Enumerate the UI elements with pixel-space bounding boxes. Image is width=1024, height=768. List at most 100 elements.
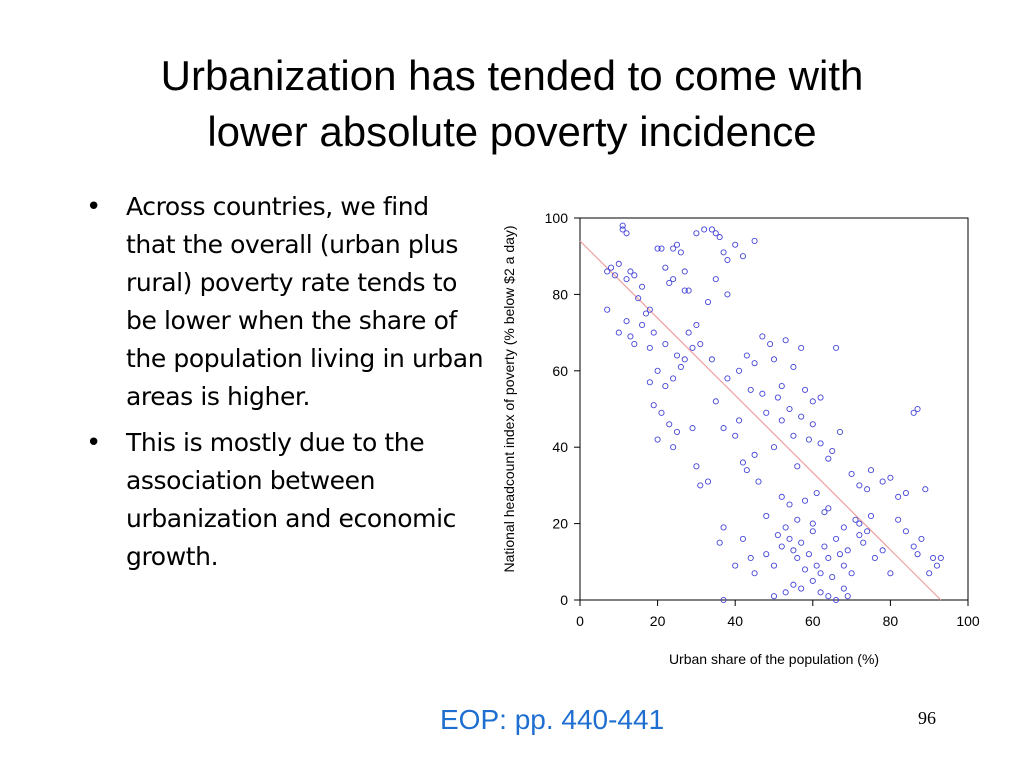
data-point bbox=[712, 398, 719, 405]
data-point bbox=[662, 383, 669, 390]
data-point bbox=[724, 291, 731, 298]
data-point bbox=[712, 230, 719, 237]
data-point bbox=[708, 356, 715, 363]
data-point bbox=[751, 360, 758, 367]
x-tick-label: 40 bbox=[727, 613, 743, 629]
source-reference-link[interactable]: EOP: pp. 440-441 bbox=[440, 704, 665, 735]
data-point bbox=[654, 245, 661, 252]
data-point bbox=[662, 341, 669, 348]
y-tick-label: 80 bbox=[552, 286, 568, 302]
data-point bbox=[751, 570, 758, 577]
data-point bbox=[809, 421, 816, 428]
data-point bbox=[782, 524, 789, 531]
data-point bbox=[681, 287, 688, 294]
data-point bbox=[794, 516, 801, 523]
data-point bbox=[933, 562, 941, 569]
y-tick-label: 40 bbox=[552, 439, 568, 455]
slide-title: Urbanization has tended to come with low… bbox=[60, 48, 964, 160]
data-point bbox=[817, 440, 824, 447]
data-point bbox=[712, 276, 719, 283]
data-point bbox=[864, 486, 871, 493]
data-point bbox=[770, 444, 778, 451]
data-point bbox=[836, 551, 844, 558]
page-number: 96 bbox=[918, 708, 936, 728]
data-point bbox=[697, 341, 704, 348]
data-point bbox=[666, 421, 673, 428]
data-point bbox=[646, 344, 653, 351]
data-point bbox=[833, 596, 840, 604]
bullet-list: • Across countries, we find that the ove… bbox=[84, 188, 484, 584]
data-point bbox=[704, 298, 712, 306]
data-point bbox=[673, 428, 681, 435]
poverty-urbanization-scatter-chart: 0 20 40 60 80 100 0 20 40 60 80 100 Urban share of t… bbox=[501, 210, 980, 667]
data-point bbox=[770, 593, 778, 600]
data-point bbox=[856, 520, 863, 527]
y-tick-label: 60 bbox=[552, 363, 568, 379]
data-point bbox=[627, 333, 634, 340]
data-point bbox=[817, 394, 824, 401]
data-point bbox=[821, 543, 828, 550]
data-point bbox=[615, 329, 622, 336]
slide-title-line-2: lower absolute poverty incidence bbox=[207, 108, 817, 155]
data-point bbox=[623, 230, 630, 237]
data-point bbox=[701, 226, 708, 233]
data-point bbox=[635, 295, 642, 302]
data-point bbox=[918, 535, 925, 542]
data-point bbox=[790, 432, 797, 439]
data-point bbox=[825, 554, 832, 562]
data-point bbox=[867, 512, 875, 520]
data-point bbox=[887, 474, 894, 481]
data-point bbox=[681, 268, 688, 275]
x-tick-label: 20 bbox=[650, 613, 666, 629]
data-point bbox=[747, 386, 754, 393]
data-point bbox=[716, 539, 723, 546]
data-point bbox=[763, 512, 770, 520]
data-point bbox=[798, 539, 805, 546]
data-point bbox=[825, 455, 832, 462]
data-point bbox=[801, 497, 809, 504]
data-point bbox=[732, 241, 739, 248]
data-point bbox=[922, 486, 929, 493]
bullet-text-2: This is mostly due to the association be… bbox=[126, 428, 456, 571]
data-point bbox=[693, 463, 700, 470]
data-point bbox=[840, 524, 847, 531]
data-point bbox=[720, 596, 727, 604]
data-point bbox=[720, 249, 727, 256]
data-point bbox=[910, 409, 917, 416]
data-point bbox=[798, 413, 805, 420]
data-point bbox=[790, 581, 797, 588]
data-point bbox=[646, 306, 653, 313]
data-point bbox=[778, 543, 785, 550]
data-point bbox=[681, 356, 688, 363]
data-point bbox=[654, 367, 661, 374]
data-point bbox=[805, 436, 812, 443]
data-point bbox=[786, 405, 793, 413]
data-point bbox=[751, 451, 758, 458]
data-point bbox=[801, 386, 809, 393]
data-point bbox=[825, 593, 832, 600]
data-point bbox=[782, 337, 789, 344]
data-point bbox=[763, 551, 770, 558]
data-point bbox=[794, 554, 801, 562]
data-point bbox=[743, 352, 750, 359]
x-tick-label: 100 bbox=[956, 613, 980, 629]
data-point bbox=[697, 482, 704, 489]
data-point bbox=[902, 489, 909, 497]
data-point bbox=[751, 237, 758, 244]
data-point bbox=[670, 444, 677, 451]
data-point bbox=[689, 344, 696, 351]
data-point bbox=[848, 470, 855, 477]
bullet-text-1: Across countries, we find that the overa… bbox=[126, 192, 484, 411]
data-point bbox=[631, 272, 638, 279]
data-point bbox=[809, 577, 816, 584]
data-point bbox=[619, 222, 626, 229]
trend-line bbox=[579, 240, 942, 601]
x-tick-label: 0 bbox=[576, 613, 584, 629]
data-point bbox=[739, 535, 747, 542]
data-point bbox=[887, 570, 894, 577]
data-point bbox=[658, 245, 665, 252]
data-point bbox=[809, 528, 816, 535]
data-point bbox=[685, 329, 692, 336]
data-point bbox=[732, 562, 739, 569]
data-point bbox=[739, 253, 747, 260]
